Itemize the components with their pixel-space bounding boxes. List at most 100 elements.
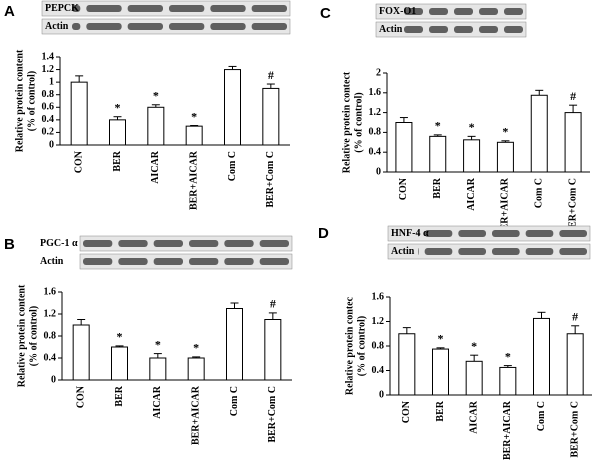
- y-tick-label: 1.2: [42, 64, 55, 75]
- blot-band: [224, 258, 254, 265]
- blot-band: [224, 240, 254, 247]
- blot-label: Actin: [391, 246, 415, 257]
- y-tick-label: 0.4: [369, 146, 382, 157]
- x-tick-label: BER+AICAR: [500, 177, 511, 237]
- x-tick-label: Com C: [534, 178, 545, 208]
- y-tick-label: 1.2: [369, 107, 382, 118]
- blot-band: [259, 258, 289, 265]
- x-tick-label: Com C: [229, 386, 240, 416]
- blot-band: [210, 5, 246, 12]
- x-tick-label: CON: [73, 150, 84, 173]
- blot-band: [83, 240, 113, 247]
- bar: [185, 125, 203, 146]
- x-tick-label: Com C: [227, 151, 238, 181]
- significance-marker: #: [570, 89, 576, 103]
- x-tick-label: BER: [112, 150, 123, 171]
- bar: [463, 139, 481, 173]
- blot-band: [559, 248, 587, 255]
- y-tick-label: 0: [376, 166, 381, 177]
- panel: B PGC-1 α Actin 0 0.4 0.8 1.2 1.6 Relative prote…: [4, 235, 293, 445]
- y-axis-label: (% of control): [356, 316, 367, 376]
- x-tick-label: Com C: [536, 401, 547, 431]
- x-tick-label: BER: [435, 400, 446, 421]
- y-tick-label: 0.4: [372, 365, 385, 376]
- y-tick-label: 2: [376, 67, 381, 78]
- y-axis-label: Relative protein content: [14, 49, 25, 152]
- y-axis-label: Relative protein content: [16, 284, 27, 387]
- blot-band: [458, 230, 486, 237]
- blot-strip: [79, 253, 293, 270]
- y-tick-label: 1.6: [372, 291, 385, 302]
- bar: [533, 317, 550, 396]
- blot-label: PGC-1 α: [40, 238, 78, 249]
- x-tick-label: BER+Com C: [265, 151, 276, 208]
- blot-band: [169, 5, 205, 12]
- x-tick-label: CON: [401, 400, 412, 423]
- significance-marker: #: [572, 310, 578, 324]
- y-tick-label: 0.6: [42, 102, 55, 113]
- x-tick-label: BER: [114, 385, 125, 406]
- panel-letter: B: [4, 236, 15, 253]
- blot-band: [492, 230, 520, 237]
- y-tick-label: 0.8: [369, 127, 382, 138]
- y-tick-label: 0.4: [42, 114, 55, 125]
- blot-strip: [387, 243, 591, 260]
- bar: [499, 366, 517, 396]
- blot-band: [118, 258, 148, 265]
- y-tick-label: 1.2: [44, 308, 57, 319]
- significance-marker: *: [502, 125, 508, 139]
- blot-band: [454, 8, 473, 15]
- panel: A PEPCK Actin 00.2 0.40.6 0.8 11.2 1.4 Relative …: [4, 0, 291, 210]
- significance-marker: *: [435, 119, 441, 133]
- blot-band: [86, 23, 122, 30]
- panel-letter: A: [4, 3, 15, 20]
- blot-band: [454, 26, 473, 33]
- panel-letter: D: [318, 225, 329, 242]
- blot-band: [210, 23, 246, 30]
- blot-band: [189, 240, 219, 247]
- blot-band: [127, 5, 163, 12]
- y-tick-label: 0.4: [44, 352, 57, 363]
- bar: [262, 87, 280, 146]
- significance-marker: *: [191, 109, 197, 123]
- bar: [226, 308, 243, 381]
- blot-band: [72, 5, 81, 12]
- y-axis-label: Relative protein contect: [341, 71, 352, 173]
- significance-marker: *: [115, 100, 121, 114]
- blot-label: HNF-4 α: [391, 228, 429, 239]
- bar: [395, 122, 413, 173]
- x-tick-label: BER+Com C: [567, 178, 578, 235]
- x-tick-label: CON: [75, 385, 86, 408]
- x-tick-label: BER+AICAR: [190, 385, 201, 445]
- y-tick-label: 1.2: [372, 316, 385, 327]
- blot-band: [418, 230, 419, 237]
- bar: [264, 319, 282, 381]
- bar: [432, 348, 449, 396]
- blot-strip: [375, 21, 527, 38]
- blot-label: Actin: [40, 256, 64, 267]
- x-tick-label: AICAR: [152, 385, 163, 419]
- blot-band: [525, 230, 554, 237]
- x-tick-label: BER+AICAR: [188, 150, 199, 210]
- panel: D HNF-4 α Actin 0 0.4 0.8 1.2 1.6 Relative prote…: [318, 225, 592, 460]
- significance-marker: *: [469, 120, 475, 134]
- y-tick-label: 0: [379, 389, 384, 400]
- blot-label: Actin: [379, 24, 403, 35]
- blot-band: [559, 230, 587, 237]
- blot-band: [504, 26, 523, 33]
- significance-marker: *: [193, 341, 199, 355]
- y-tick-label: 0.2: [42, 127, 55, 138]
- blot-band: [251, 23, 287, 30]
- blot-band: [153, 258, 183, 265]
- blot-band: [525, 248, 554, 255]
- blot-band: [83, 258, 113, 265]
- y-tick-label: 1.6: [369, 87, 382, 98]
- y-axis-label: (% of control): [26, 71, 37, 131]
- x-tick-label: BER: [432, 177, 443, 198]
- bar: [566, 333, 584, 396]
- bar: [530, 94, 548, 173]
- x-tick-label: AICAR: [466, 177, 477, 211]
- bar: [147, 106, 165, 146]
- blot-band: [251, 5, 287, 12]
- blot-strip: [41, 0, 291, 17]
